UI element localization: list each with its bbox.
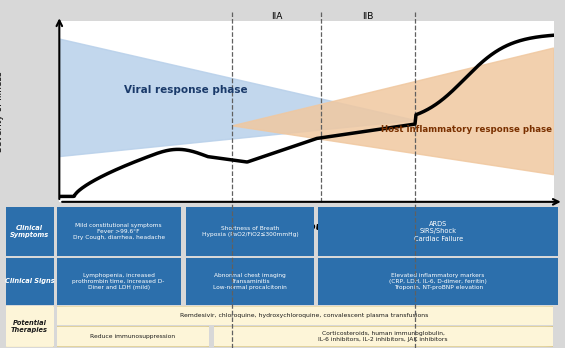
FancyBboxPatch shape bbox=[5, 306, 55, 347]
FancyBboxPatch shape bbox=[44, 306, 565, 326]
Text: Corticosteroids, human immunoglobulin,
IL-6 inhibitors, IL-2 inhibitors, JAK inh: Corticosteroids, human immunoglobulin, I… bbox=[318, 331, 448, 342]
Text: Shortness of Breath
Hypoxia (PaO2/FiO2≤300mmHg): Shortness of Breath Hypoxia (PaO2/FiO2≤3… bbox=[202, 226, 298, 237]
FancyBboxPatch shape bbox=[312, 256, 564, 306]
Text: IIA: IIA bbox=[271, 12, 282, 21]
Text: Potential
Therapies: Potential Therapies bbox=[11, 320, 48, 333]
Text: ARDS
SIRS/Shock
Cardiac Failure: ARDS SIRS/Shock Cardiac Failure bbox=[414, 221, 463, 242]
Text: Mild constitutional symptoms
Fever >99.6°F
Dry Cough, diarrhea, headache: Mild constitutional symptoms Fever >99.6… bbox=[72, 223, 165, 240]
Text: Clinical Signs: Clinical Signs bbox=[5, 278, 55, 284]
FancyBboxPatch shape bbox=[205, 326, 561, 347]
Text: Elevated inflammatory markers
(CRP, LDH, IL-6, D-dimer, ferritin)
Troponin, NT-p: Elevated inflammatory markers (CRP, LDH,… bbox=[389, 272, 487, 290]
FancyBboxPatch shape bbox=[53, 256, 184, 306]
FancyBboxPatch shape bbox=[183, 206, 317, 257]
Text: Abnormal chest imaging
Transaminitis
Low-normal procalcitonin: Abnormal chest imaging Transaminitis Low… bbox=[213, 272, 287, 290]
Text: Host inflammatory response phase: Host inflammatory response phase bbox=[381, 125, 551, 134]
Polygon shape bbox=[232, 48, 554, 175]
Text: Remdesivir, chloroquine, hydroxychloroquine, convalescent plasma transfusions: Remdesivir, chloroquine, hydroxychloroqu… bbox=[180, 313, 429, 318]
Text: Lymphopenia, increased
prothrombin time, increased D-
Diner and LDH (mild): Lymphopenia, increased prothrombin time,… bbox=[72, 272, 165, 290]
Polygon shape bbox=[59, 39, 415, 157]
Text: Clinical
Symptoms: Clinical Symptoms bbox=[10, 225, 49, 238]
FancyBboxPatch shape bbox=[53, 326, 213, 347]
Text: Viral response phase: Viral response phase bbox=[124, 85, 247, 95]
FancyBboxPatch shape bbox=[53, 206, 184, 257]
FancyBboxPatch shape bbox=[5, 206, 55, 257]
FancyBboxPatch shape bbox=[5, 256, 55, 306]
Text: Time course: Time course bbox=[273, 222, 340, 232]
Text: Reduce immunosuppression: Reduce immunosuppression bbox=[90, 334, 175, 339]
Text: Severity of Illness: Severity of Illness bbox=[0, 71, 5, 152]
FancyBboxPatch shape bbox=[183, 256, 317, 306]
Text: IIB: IIB bbox=[363, 12, 374, 21]
FancyBboxPatch shape bbox=[312, 206, 564, 257]
